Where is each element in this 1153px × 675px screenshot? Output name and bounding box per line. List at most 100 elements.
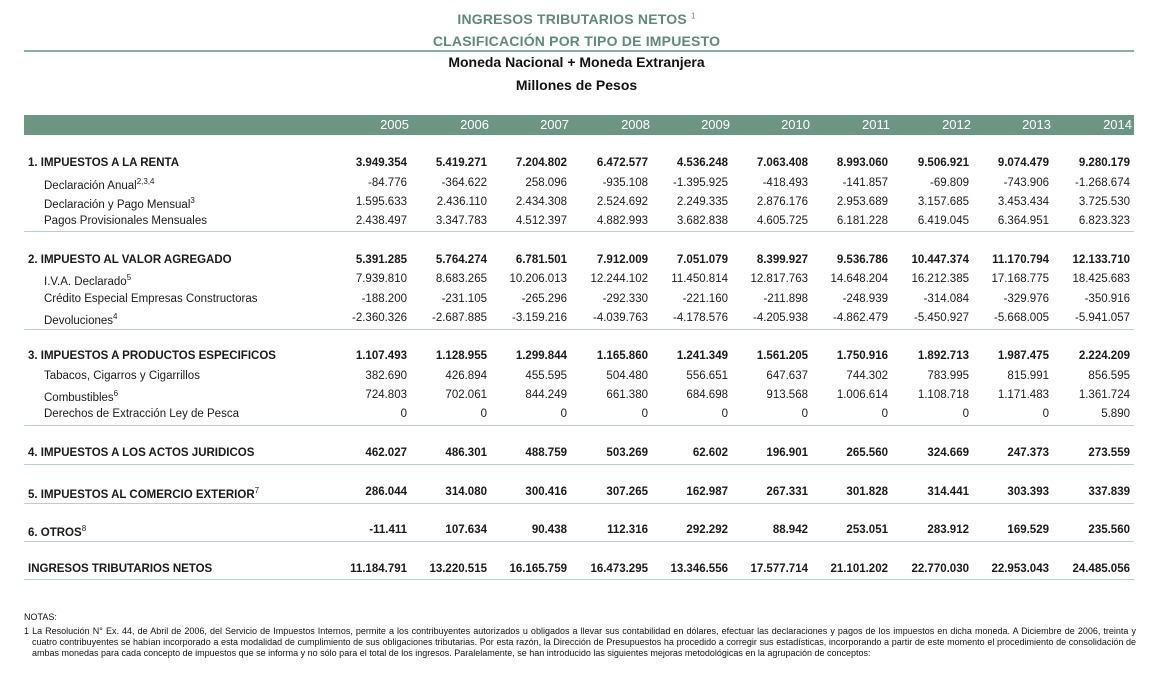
row-divider bbox=[24, 425, 1134, 426]
row-divider bbox=[24, 231, 1134, 232]
value-cell-2005: 724.803 bbox=[365, 389, 407, 401]
value-cell-2007: -3.159.216 bbox=[512, 312, 567, 324]
value-cell-2009: -221.160 bbox=[682, 293, 728, 305]
value-cell-2009: -1.395.925 bbox=[673, 177, 728, 189]
value-cell-2012: 1.892.713 bbox=[917, 350, 969, 362]
value-cell-2006: 426.894 bbox=[445, 370, 487, 382]
table-row: Tabacos, Cigarros y Cigarrillos 382.690 42… bbox=[24, 368, 1134, 387]
year-header-2005: 2005 bbox=[380, 117, 409, 132]
value-cell-2014: 2.224.209 bbox=[1078, 350, 1130, 362]
table-row: Crédito Especial Empresas Constructoras -… bbox=[24, 291, 1134, 310]
value-cell-2012: 783.995 bbox=[927, 370, 969, 382]
value-cell-2005: -2.360.326 bbox=[352, 312, 407, 324]
year-header-2008: 2008 bbox=[621, 117, 650, 132]
value-cell-2011: -248.939 bbox=[842, 293, 888, 305]
row-label: Tabacos, Cigarros y Cigarrillos bbox=[44, 370, 200, 382]
value-cell-2014: 12.133.710 bbox=[1072, 254, 1130, 266]
row-divider bbox=[24, 503, 1134, 504]
value-cell-2010: 1.561.205 bbox=[756, 350, 808, 362]
currency-caption: Moneda Nacional + Moneda Extranjera bbox=[448, 54, 705, 70]
value-cell-2005: 1.107.493 bbox=[355, 350, 407, 362]
value-cell-2006: 5.764.274 bbox=[435, 254, 487, 266]
value-cell-2007: 16.165.759 bbox=[509, 563, 567, 575]
value-cell-2011: 0 bbox=[881, 408, 888, 420]
table-row: 5. IMPUESTOS AL COMERCIO EXTERIOR7 286.04… bbox=[24, 484, 1134, 503]
row-label-text: I.V.A. Declarado bbox=[44, 275, 127, 288]
value-cell-2010: 88.942 bbox=[772, 524, 808, 536]
row-label-text: 1. IMPUESTOS A LA RENTA bbox=[28, 157, 180, 169]
value-cell-2011: 8.993.060 bbox=[836, 157, 888, 169]
value-cell-2011: 1.006.614 bbox=[836, 389, 888, 401]
row-label-footnote: 4 bbox=[113, 312, 118, 321]
row-divider bbox=[24, 464, 1134, 465]
value-cell-2007: 844.249 bbox=[525, 389, 567, 401]
value-cell-2010: 12.817.763 bbox=[750, 273, 808, 285]
value-cell-2011: 301.828 bbox=[846, 486, 888, 498]
row-label-text: Crédito Especial Empresas Constructoras bbox=[44, 293, 258, 305]
row-label-text: Tabacos, Cigarros y Cigarrillos bbox=[44, 370, 200, 382]
value-cell-2007: 6.781.501 bbox=[515, 254, 567, 266]
value-cell-2007: 300.416 bbox=[525, 486, 567, 498]
table-row: Pagos Provisionales Mensuales 2.438.497 3.… bbox=[24, 213, 1134, 232]
value-cell-2011: 9.536.786 bbox=[836, 254, 888, 266]
value-cell-2013: 247.373 bbox=[1007, 447, 1049, 459]
value-cell-2010: 2.876.176 bbox=[756, 196, 808, 208]
value-cell-2009: 0 bbox=[721, 408, 728, 420]
value-cell-2006: -2.687.885 bbox=[432, 312, 487, 324]
value-cell-2007: 4.512.397 bbox=[515, 215, 567, 227]
notes-section: NOTAS: 1 La Resolución N° Ex. 44, de Abr… bbox=[24, 612, 1136, 659]
row-label-text: 5. IMPUESTOS AL COMERCIO EXTERIOR bbox=[28, 488, 255, 501]
value-cell-2012: 314.441 bbox=[927, 486, 969, 498]
value-cell-2006: 314.080 bbox=[445, 486, 487, 498]
value-cell-2005: 11.184.791 bbox=[350, 563, 407, 575]
value-cell-2005: 0 bbox=[400, 408, 407, 420]
value-cell-2011: 21.101.202 bbox=[830, 563, 888, 575]
value-cell-2008: -4.039.763 bbox=[593, 312, 648, 324]
table-row: 6. OTROS8 -11.411 107.634 90.438 112.316 292.… bbox=[24, 522, 1134, 541]
value-cell-2014: 856.595 bbox=[1088, 370, 1130, 382]
value-cell-2005: -11.411 bbox=[369, 524, 407, 536]
value-cell-2009: 13.346.556 bbox=[670, 563, 728, 575]
value-cell-2014: 6.823.323 bbox=[1078, 215, 1130, 227]
value-cell-2010: 647.637 bbox=[766, 370, 808, 382]
value-cell-2009: 292.292 bbox=[686, 524, 728, 536]
value-cell-2014: 18.425.683 bbox=[1072, 273, 1130, 285]
row-label-text: 3. IMPUESTOS A PRODUCTOS ESPECIFICOS bbox=[28, 350, 276, 362]
year-header-2014: 2014 bbox=[1103, 117, 1132, 132]
value-cell-2010: 267.331 bbox=[766, 486, 808, 498]
value-cell-2013: 1.987.475 bbox=[997, 350, 1049, 362]
value-cell-2010: 196.901 bbox=[766, 447, 808, 459]
value-cell-2013: 0 bbox=[1042, 408, 1049, 420]
value-cell-2006: -231.105 bbox=[441, 293, 487, 305]
value-cell-2014: 337.839 bbox=[1088, 486, 1130, 498]
value-cell-2014: 3.725.530 bbox=[1078, 196, 1130, 208]
value-cell-2006: -364.622 bbox=[441, 177, 487, 189]
value-cell-2007: 455.595 bbox=[525, 370, 567, 382]
value-cell-2011: -141.857 bbox=[842, 177, 888, 189]
value-cell-2014: -1.268.674 bbox=[1075, 177, 1130, 189]
report-title-footnote: 1 bbox=[690, 11, 696, 21]
row-label: Derechos de Extracción Ley de Pesca bbox=[44, 408, 239, 420]
table-row: 3. IMPUESTOS A PRODUCTOS ESPECIFICOS 1.10… bbox=[24, 348, 1134, 367]
value-cell-2011: 253.051 bbox=[846, 524, 888, 536]
value-cell-2011: 6.181.228 bbox=[836, 215, 888, 227]
value-cell-2009: -4.178.576 bbox=[673, 312, 728, 324]
row-label-text: Combustibles bbox=[44, 391, 114, 404]
value-cell-2010: 4.605.725 bbox=[756, 215, 808, 227]
report-title: INGRESOS TRIBUTARIOS NETOS 1 bbox=[0, 11, 1153, 27]
value-cell-2011: 14.648.204 bbox=[830, 273, 888, 285]
value-cell-2013: -5.668.005 bbox=[994, 312, 1049, 324]
row-divider bbox=[24, 579, 1134, 580]
value-cell-2009: 1.241.349 bbox=[676, 350, 728, 362]
value-cell-2013: 6.364.951 bbox=[997, 215, 1049, 227]
year-header-2012: 2012 bbox=[942, 117, 971, 132]
report-title-text: INGRESOS TRIBUTARIOS NETOS bbox=[457, 11, 687, 27]
row-label-text: Devoluciones bbox=[44, 314, 114, 327]
value-cell-2012: 1.108.718 bbox=[917, 389, 969, 401]
value-cell-2010: 7.063.408 bbox=[756, 157, 808, 169]
value-cell-2012: 0 bbox=[962, 408, 969, 420]
row-label: Crédito Especial Empresas Constructoras bbox=[44, 293, 257, 305]
value-cell-2009: 162.987 bbox=[686, 486, 728, 498]
value-cell-2005: 2.438.497 bbox=[355, 215, 407, 227]
row-label-footnote: 8 bbox=[81, 524, 87, 533]
